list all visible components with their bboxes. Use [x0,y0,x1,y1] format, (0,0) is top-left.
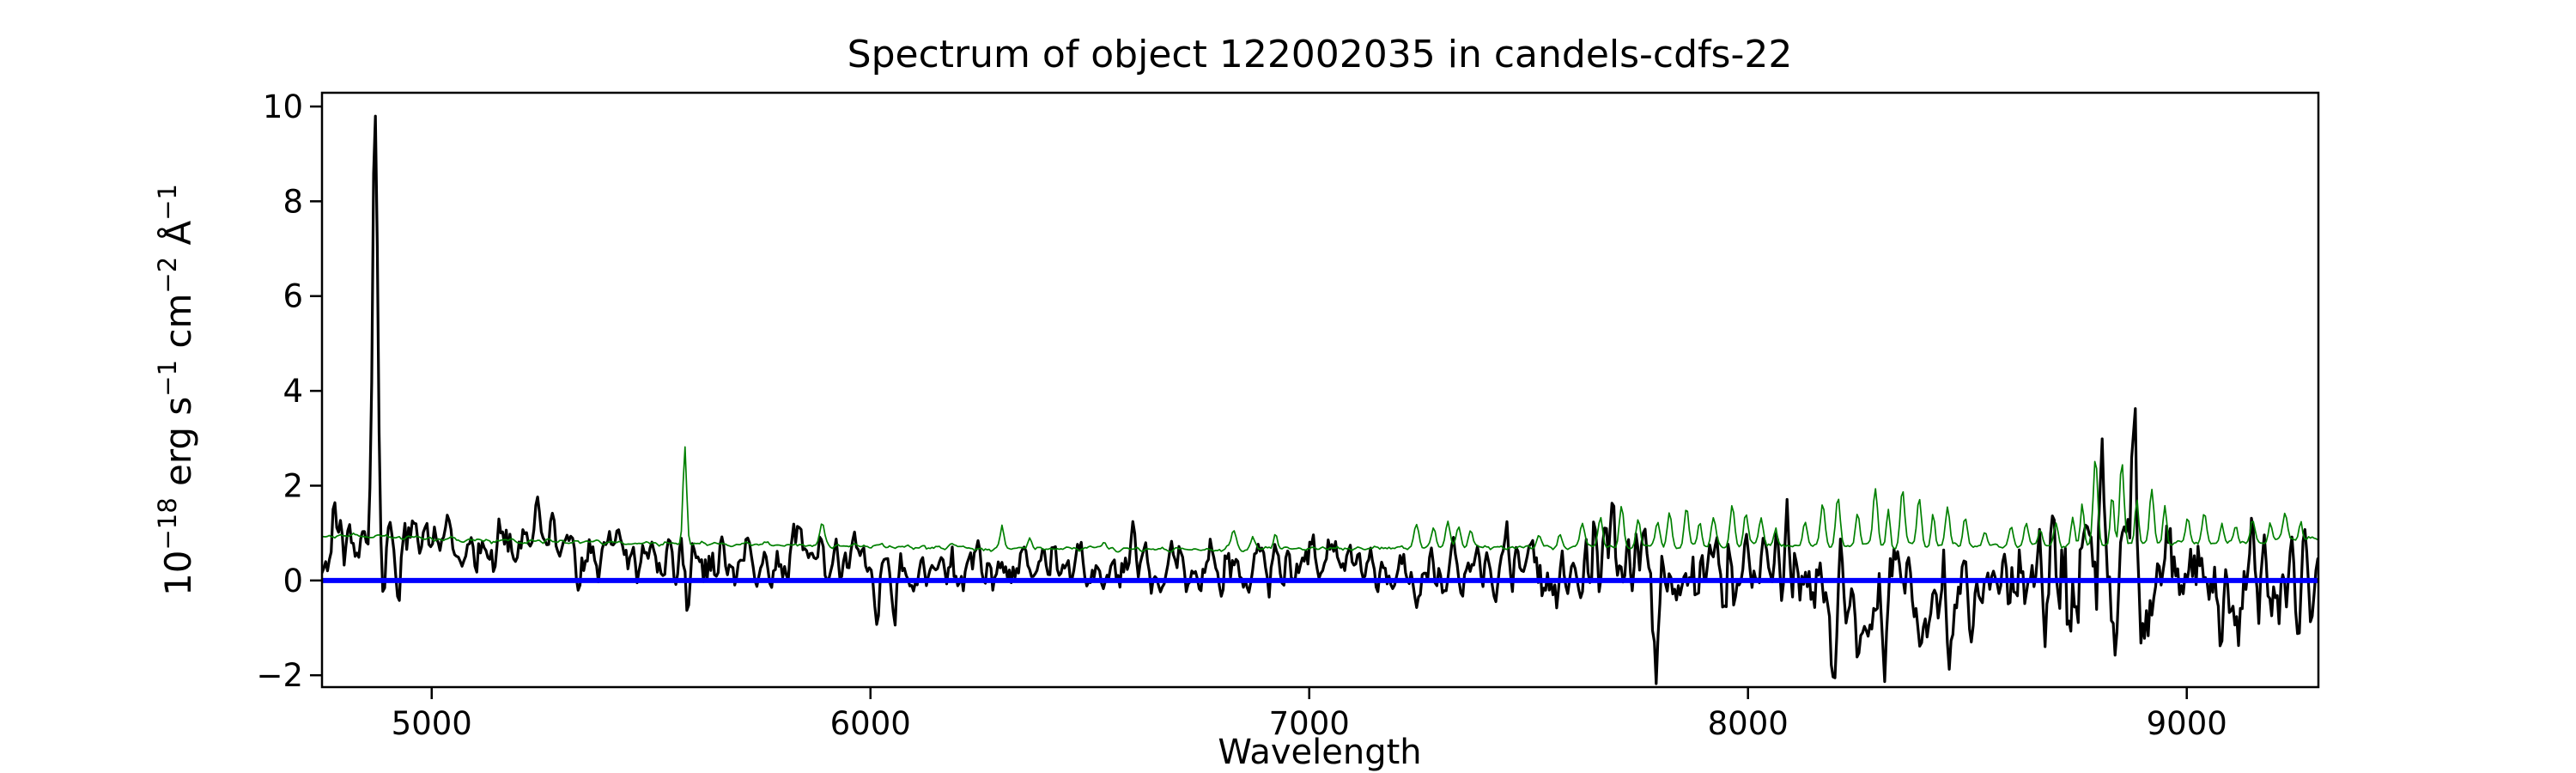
y-axis-label: 10−18 erg s−1 cm−2 Å−1 [153,184,199,596]
x-axis-label: Wavelength [1218,733,1421,772]
y-tick-label: 8 [283,183,303,220]
x-tick-label: 5000 [392,705,472,742]
y-label-superscript: −1 [153,360,182,397]
y-tick-label: 2 [283,467,303,504]
x-tick-label: 7000 [1269,705,1350,742]
y-tick-label: 10 [263,88,303,125]
y-tick-label: −2 [256,657,303,694]
x-tick-label: 8000 [1708,705,1789,742]
y-tick-label: 4 [283,373,303,410]
plot-title: Spectrum of object 122002035 in candels-… [848,33,1793,76]
data-layer [322,114,2318,685]
plot-area: 5000 6000 7000 8000 9000 −2 0 2 4 6 8 10 [256,88,2320,742]
noise-error-spectrum [322,446,2318,553]
y-label-text: erg s [157,397,199,498]
x-tick-label: 6000 [830,705,911,742]
y-label-text: cm [157,294,199,360]
y-tick-label: 6 [283,278,303,315]
y-label-superscript: −1 [153,184,182,221]
y-label-superscript: −2 [153,257,182,294]
y-tick-label: 0 [283,563,303,600]
y-label-text: Å [156,221,199,257]
y-label-text: 10 [157,551,199,596]
x-tick-label: 9000 [2147,705,2227,742]
y-label-superscript: −18 [153,497,182,550]
